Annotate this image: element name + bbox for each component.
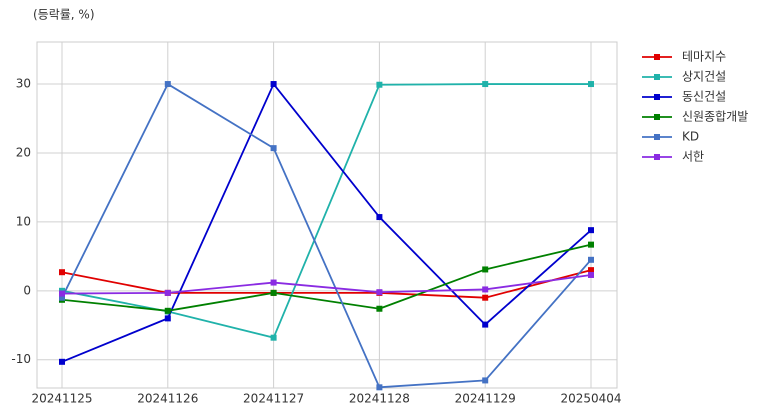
- series-line: [61, 269, 592, 299]
- point-marker: [588, 81, 594, 88]
- point-marker: [59, 294, 65, 301]
- point-marker: [164, 315, 171, 322]
- series-line: [61, 83, 591, 339]
- legend-label: 서한: [682, 150, 704, 164]
- legend-label: 테마지수: [682, 50, 726, 64]
- legend-marker: [654, 114, 660, 120]
- point-marker: [588, 241, 594, 248]
- series-line: [61, 243, 592, 312]
- point-marker: [482, 81, 489, 88]
- x-tick-label: 20241126: [137, 392, 198, 406]
- point-marker: [376, 81, 383, 88]
- legend-marker: [654, 154, 660, 160]
- point-marker: [164, 289, 171, 296]
- legend-marker: [654, 134, 660, 140]
- point-marker: [270, 279, 277, 286]
- legend-label: 동신건설: [682, 90, 726, 104]
- series-line: [61, 274, 592, 295]
- y-tick-label: 0: [23, 283, 31, 297]
- y-tick-label: 30: [16, 77, 31, 91]
- point-marker: [59, 358, 65, 365]
- plot-area: [36, 41, 618, 389]
- y-tick-label: -10: [11, 352, 31, 366]
- point-marker: [270, 81, 277, 88]
- y-tick-label: 10: [16, 214, 31, 228]
- point-marker: [270, 145, 277, 152]
- point-marker: [482, 294, 489, 301]
- point-marker: [482, 377, 489, 384]
- series-line: [61, 82, 592, 389]
- legend-label: KD: [682, 130, 699, 144]
- point-marker: [482, 321, 489, 328]
- point-marker: [270, 289, 277, 296]
- point-marker: [164, 307, 171, 314]
- point-marker: [588, 256, 594, 263]
- point-marker: [588, 267, 594, 274]
- x-tick-label: 20250404: [560, 392, 621, 406]
- point-marker: [270, 334, 277, 341]
- legend-label: 상지건설: [682, 70, 726, 84]
- y-axis-label: (등락률, %): [33, 8, 95, 22]
- point-marker: [59, 269, 65, 276]
- point-marker: [482, 266, 489, 273]
- point-marker: [376, 305, 383, 312]
- point-marker: [59, 290, 65, 297]
- point-marker: [588, 271, 594, 278]
- point-marker: [482, 286, 489, 293]
- legend-marker: [654, 54, 660, 60]
- legend-marker: [654, 94, 660, 100]
- legend-marker: [654, 74, 660, 80]
- point-marker: [376, 384, 383, 391]
- x-tick-label: 20241128: [349, 392, 410, 406]
- point-marker: [164, 81, 171, 88]
- x-tick-label: 20241127: [243, 392, 304, 406]
- point-marker: [376, 289, 383, 296]
- series-line: [61, 82, 592, 363]
- legend-label: 신원종합개발: [682, 110, 748, 124]
- x-tick-label: 20241129: [455, 392, 516, 406]
- y-tick-label: 20: [16, 145, 31, 159]
- point-marker: [376, 214, 383, 221]
- point-marker: [588, 227, 594, 234]
- x-tick-label: 20241125: [31, 392, 92, 406]
